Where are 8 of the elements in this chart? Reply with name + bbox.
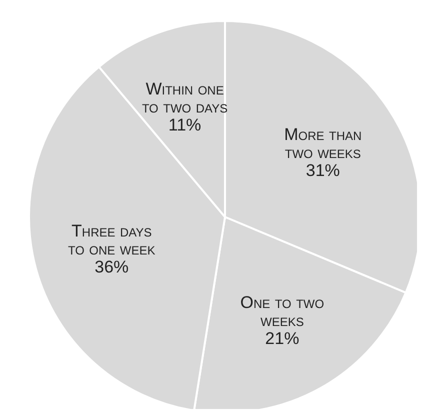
data-label: 36% [94, 256, 129, 276]
slice-label: Within one to two days [142, 78, 228, 116]
data-label: 31% [306, 160, 340, 180]
data-label: 11% [168, 114, 202, 134]
slice-label: Three days to one week [68, 220, 156, 258]
slice-label: One to two weeks [240, 292, 324, 330]
slice-label: More than two weeks [284, 124, 362, 162]
data-label: 21% [265, 328, 300, 348]
